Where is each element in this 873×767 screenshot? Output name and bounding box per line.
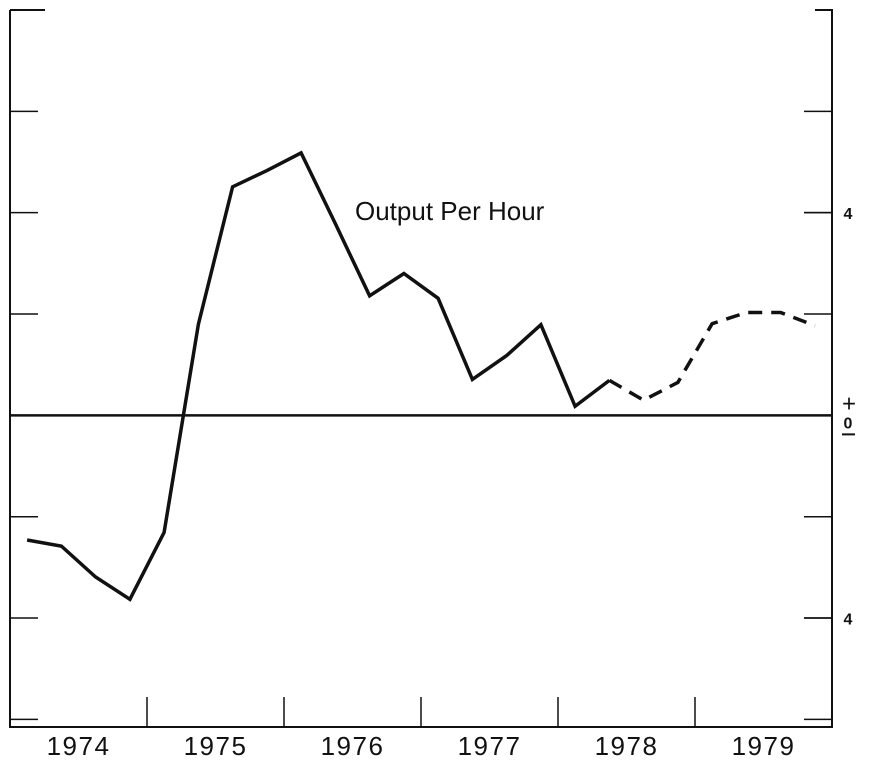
- plot-frame: [9, 9, 833, 728]
- y-tick-label: 4: [844, 206, 853, 223]
- series-line: [26, 150, 611, 602]
- x-tick-label: 1978: [595, 731, 659, 761]
- x-tick-label: 1977: [458, 731, 522, 761]
- series-annotation: Output Per Hour: [355, 196, 545, 226]
- y-tick-label: 4: [844, 611, 853, 628]
- x-tick-label: 1976: [321, 731, 385, 761]
- y-tick-label: 0: [844, 416, 853, 433]
- x-tick-label: 1975: [184, 731, 248, 761]
- series-line: [608, 310, 816, 403]
- x-tick-label: 1979: [732, 731, 796, 761]
- x-tick-label: 1974: [47, 731, 111, 761]
- zero-sign: +: [842, 391, 856, 418]
